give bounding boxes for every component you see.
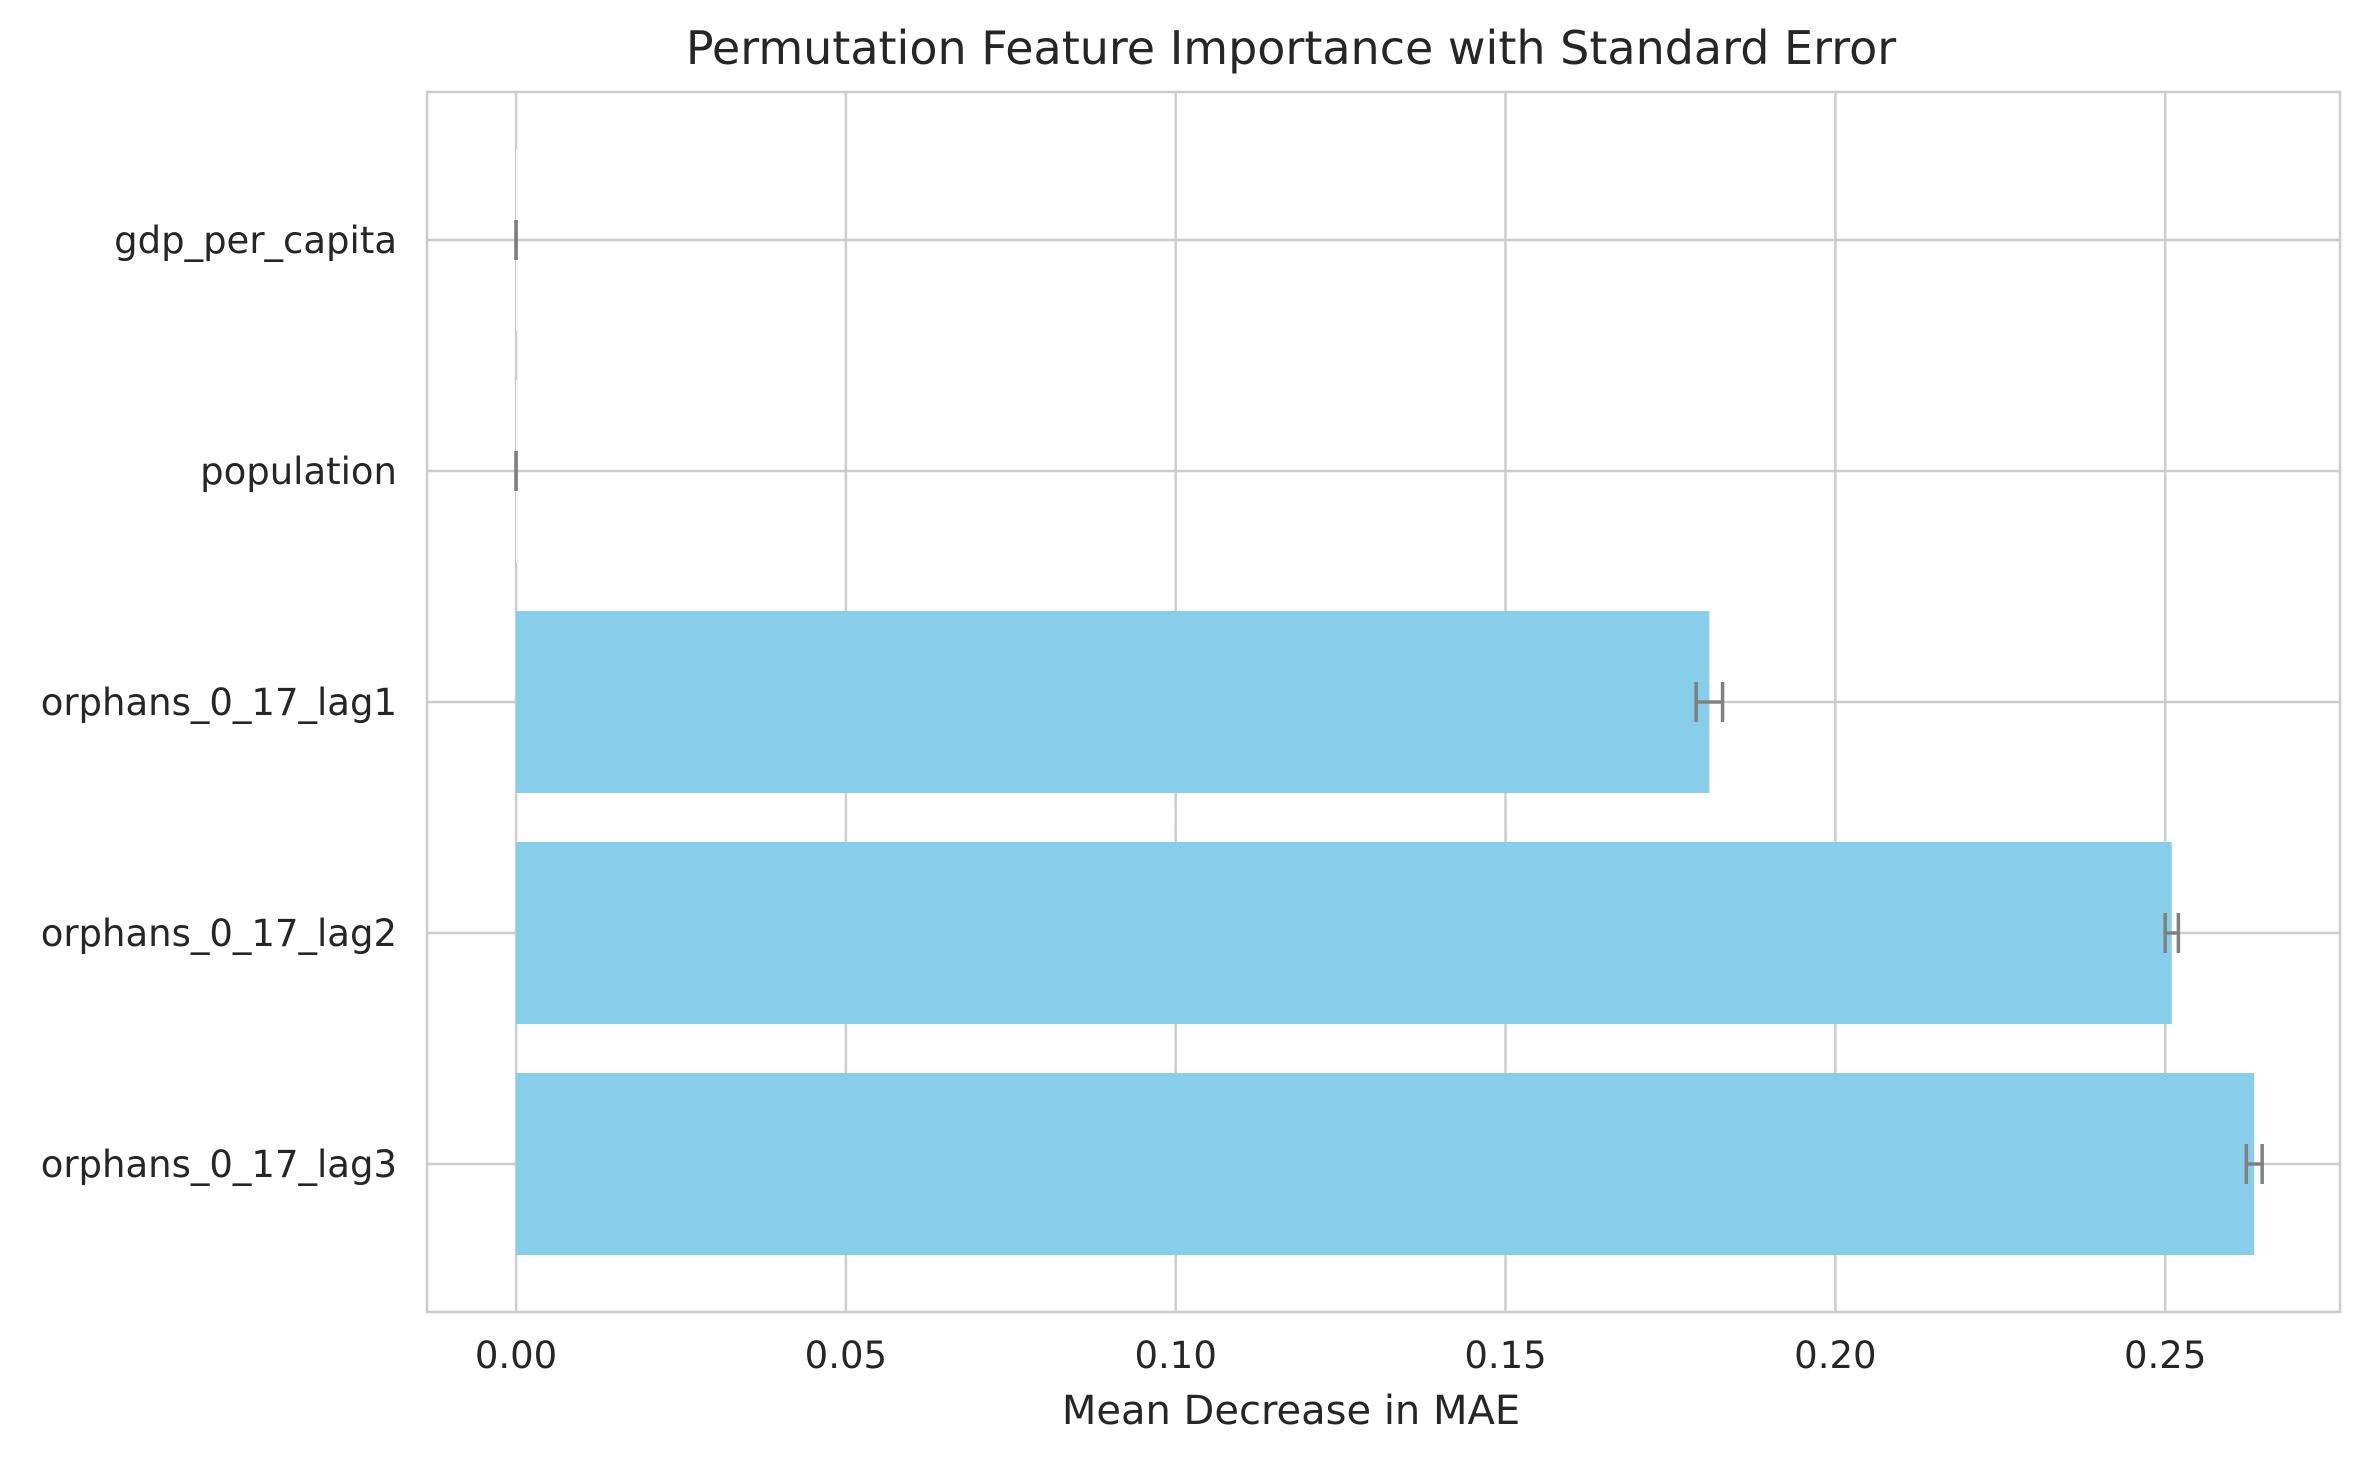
x-tick-label: 0.05 <box>805 1334 887 1377</box>
x-tick-label: 0.25 <box>2124 1334 2206 1377</box>
bar <box>516 1073 2255 1255</box>
y-tick-label: orphans_0_17_lag3 <box>41 1143 397 1186</box>
x-tick-label: 0.00 <box>475 1334 557 1377</box>
y-tick-label: orphans_0_17_lag2 <box>41 912 397 955</box>
plot-frame <box>425 90 2342 1314</box>
x-tick-label: 0.10 <box>1135 1334 1217 1377</box>
y-tick-label: population <box>200 450 397 493</box>
bar <box>516 611 1710 793</box>
x-tick-label: 0.15 <box>1464 1334 1546 1377</box>
plot-area: 0.00 0.05 0.10 0.15 0.20 0.25 orphans_0_17_lag… <box>41 90 2342 1377</box>
chart-title: Permutation Feature Importance with Stan… <box>686 21 1896 75</box>
y-tick-label: gdp_per_capita <box>114 219 397 262</box>
y-tick-label: orphans_0_17_lag1 <box>41 681 397 724</box>
bar <box>516 842 2172 1024</box>
x-tick-label: 0.20 <box>1794 1334 1876 1377</box>
x-axis-label: Mean Decrease in MAE <box>1062 1388 1520 1434</box>
